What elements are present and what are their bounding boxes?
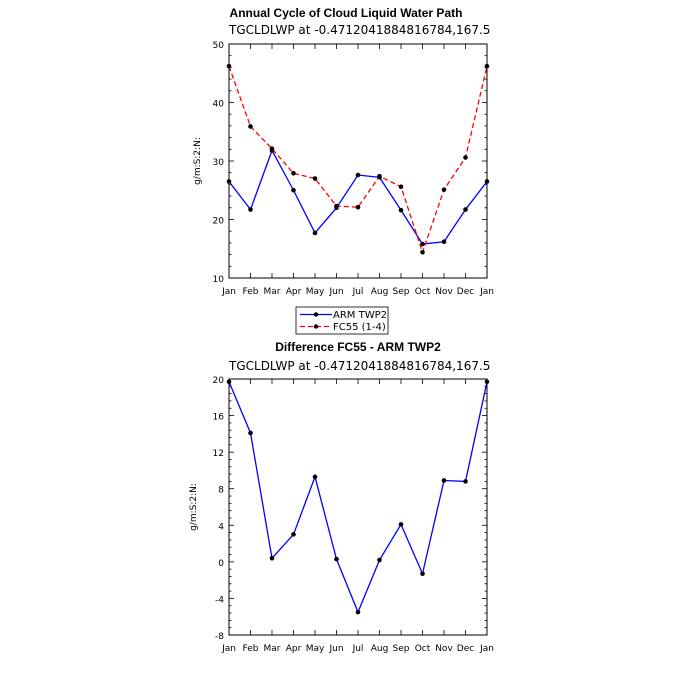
x-tick-label: Mar xyxy=(264,644,281,654)
x-tick-label: Jul xyxy=(352,287,364,297)
data-point xyxy=(463,479,468,484)
data-point xyxy=(398,207,404,213)
y-tick-label: 20 xyxy=(213,217,225,227)
data-point xyxy=(420,571,425,577)
y-tick-label: -8 xyxy=(215,632,224,642)
data-point xyxy=(269,555,275,561)
top-chart-subtitle: TGCLDLWP at -0.4712041884816784,167.5 xyxy=(228,23,490,37)
data-point xyxy=(334,556,339,562)
data-point xyxy=(291,532,296,537)
data-point xyxy=(312,176,318,181)
data-point xyxy=(441,478,447,483)
y-tick-label: 20 xyxy=(213,376,225,386)
data-point xyxy=(484,63,490,69)
bottom-chart-subtitle: TGCLDLWP at -0.4712041884816784,167.5 xyxy=(228,359,490,373)
x-tick-label: May xyxy=(306,287,325,297)
series-line-0 xyxy=(228,148,488,245)
data-point xyxy=(291,170,296,176)
data-point xyxy=(226,63,232,69)
x-tick-label: Oct xyxy=(415,644,431,654)
legend-label-fc55: FC55 (1-4) xyxy=(333,322,386,333)
data-point xyxy=(484,379,490,385)
x-tick-label: Jul xyxy=(352,644,364,654)
y-tick-label: 8 xyxy=(218,486,224,496)
y-tick-label: 50 xyxy=(213,41,225,51)
bottom-chart-title: Difference FC55 - ARM TWP2 xyxy=(275,340,441,354)
series-line-1 xyxy=(228,66,488,255)
x-tick-label: Apr xyxy=(286,287,302,297)
x-tick-label: Nov xyxy=(435,287,453,297)
x-tick-label: Mar xyxy=(264,287,281,297)
y-tick-label: 0 xyxy=(218,559,224,569)
x-tick-label: Dec xyxy=(457,644,474,654)
y-tick-label: -4 xyxy=(215,595,224,605)
x-tick-label: Nov xyxy=(435,644,453,654)
data-point xyxy=(463,155,468,160)
data-point xyxy=(312,230,318,236)
y-tick-label: 4 xyxy=(218,522,224,532)
bottom-chart: Difference FC55 - ARM TWP2 TGCLDLWP at -… xyxy=(189,340,494,654)
data-point xyxy=(334,203,339,209)
data-point xyxy=(226,179,232,184)
data-point xyxy=(291,187,296,193)
x-tick-label: Apr xyxy=(286,644,302,654)
data-point xyxy=(269,146,275,152)
y-tick-label: 40 xyxy=(213,100,225,110)
top-chart-title: Annual Cycle of Cloud Liquid Water Path xyxy=(230,6,463,20)
x-tick-label: Jan xyxy=(221,287,236,297)
data-point xyxy=(484,179,490,184)
data-point xyxy=(377,557,382,563)
data-point xyxy=(463,207,468,212)
data-point xyxy=(248,124,253,129)
x-tick-label: Oct xyxy=(415,287,431,297)
series-line-0 xyxy=(228,381,488,614)
y-tick-label: 16 xyxy=(213,413,225,423)
data-point xyxy=(248,430,253,436)
top-chart: Annual Cycle of Cloud Liquid Water Path … xyxy=(193,6,494,297)
data-point xyxy=(355,204,361,210)
x-tick-label: Sep xyxy=(393,287,410,297)
legend-label-arm: ARM TWP2 xyxy=(333,310,387,321)
x-tick-label: Feb xyxy=(243,644,259,654)
plot-frame xyxy=(228,378,488,636)
y-tick-label: 30 xyxy=(213,158,225,168)
x-tick-label: Jan xyxy=(479,287,494,297)
data-point xyxy=(420,241,425,247)
data-point xyxy=(398,522,404,527)
data-point xyxy=(377,173,382,179)
x-tick-label: Jan xyxy=(479,644,494,654)
bottom-chart-ylabel: g/m:S:2:N: xyxy=(189,483,199,531)
y-tick-label: 12 xyxy=(213,449,224,459)
x-tick-label: Feb xyxy=(243,287,259,297)
data-point xyxy=(441,239,447,245)
x-tick-label: May xyxy=(306,644,325,654)
x-tick-label: Aug xyxy=(371,287,389,297)
data-point xyxy=(248,207,253,212)
data-point xyxy=(312,474,318,480)
legend-marker-fc55 xyxy=(313,324,319,329)
y-tick-label: 10 xyxy=(213,275,225,285)
x-tick-label: Dec xyxy=(457,287,474,297)
data-point xyxy=(355,172,361,178)
x-tick-label: Jan xyxy=(221,644,236,654)
data-point xyxy=(441,187,447,192)
top-chart-ylabel: g/m:S:2:N: xyxy=(193,137,203,185)
data-point xyxy=(398,184,404,190)
legend-marker-arm xyxy=(313,312,319,317)
data-point xyxy=(226,379,232,385)
data-point xyxy=(355,609,361,615)
x-tick-label: Aug xyxy=(371,644,389,654)
legend-box xyxy=(295,306,389,335)
x-tick-label: Sep xyxy=(393,644,410,654)
x-tick-label: Jun xyxy=(328,644,343,654)
data-point xyxy=(420,249,425,255)
legend: ARM TWP2 FC55 (1-4) xyxy=(295,306,389,335)
x-tick-label: Jun xyxy=(328,287,343,297)
